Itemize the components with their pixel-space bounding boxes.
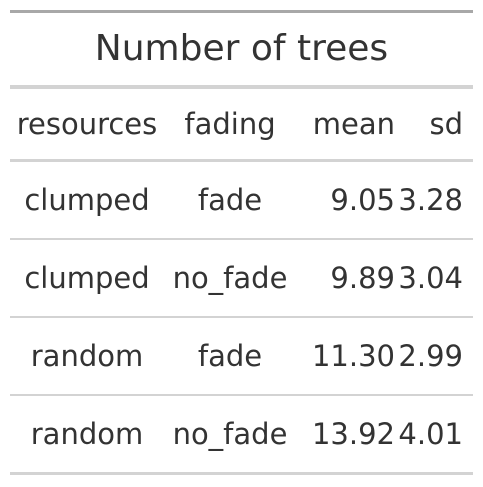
cell-resources: clumped (10, 239, 164, 318)
cell-mean: 13.92 (296, 395, 395, 475)
column-header-resources: resources (10, 89, 164, 162)
header-top-rule (10, 85, 473, 89)
cell-resources: random (10, 395, 164, 475)
cell-fading: fade (164, 317, 296, 396)
cell-resources: random (10, 317, 164, 396)
cell-sd: 3.04 (395, 239, 473, 318)
column-header-sd: sd (395, 89, 473, 162)
column-header-fading: fading (164, 89, 296, 162)
cell-mean: 11.30 (296, 317, 395, 396)
table-row: clumped fade 9.05 3.28 (10, 160, 473, 240)
column-header-mean: mean (296, 89, 395, 162)
cell-fading: no_fade (164, 239, 296, 318)
cell-sd: 4.01 (395, 395, 473, 475)
cell-fading: no_fade (164, 395, 296, 475)
table-row: random no_fade 13.92 4.01 (10, 395, 473, 475)
cell-mean: 9.05 (296, 160, 395, 240)
cell-sd: 2.99 (395, 317, 473, 396)
data-table: resources fading mean sd clumped fade 9.… (10, 89, 473, 475)
table-title: Number of trees (94, 28, 389, 69)
summary-table: Number of trees resources fading mean sd… (10, 10, 473, 475)
table-top-rule (10, 10, 473, 13)
header-row: resources fading mean sd (10, 89, 473, 162)
cell-resources: clumped (10, 160, 164, 240)
table-row: random fade 11.30 2.99 (10, 317, 473, 396)
cell-fading: fade (164, 160, 296, 240)
table-row: clumped no_fade 9.89 3.04 (10, 239, 473, 318)
cell-mean: 9.89 (296, 239, 395, 318)
cell-sd: 3.28 (395, 160, 473, 240)
